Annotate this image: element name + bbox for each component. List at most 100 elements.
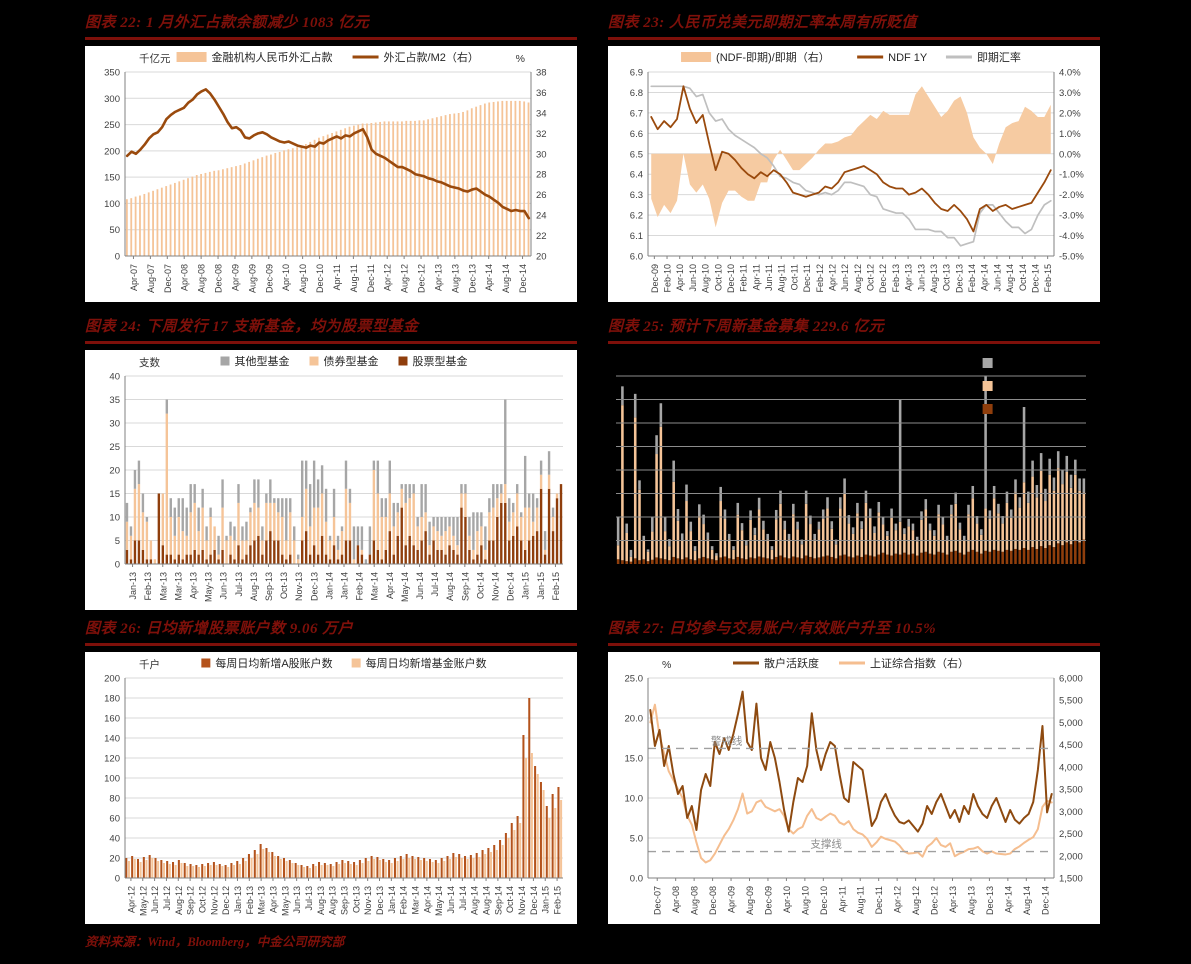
svg-text:Dec-13: Dec-13 <box>985 886 995 915</box>
svg-text:Jun-14: Jun-14 <box>446 886 456 914</box>
chart-23-figure: 6.0 6.1 6.2 6.3 6.4 6.5 6.6 6.7 6.8 6.9 -5.0% -4.0%… <box>608 46 1100 302</box>
svg-text:Jun-13: Jun-13 <box>219 572 229 600</box>
svg-text:Sep-14: Sep-14 <box>460 572 470 601</box>
svg-text:160: 160 <box>104 714 120 725</box>
chart-23-panel: 图表 23: 人民币兑美元即期汇率本周有所贬值 6.0 6.1 6.2 6.3 6.4 6… <box>608 14 1100 302</box>
chart-23-title: 图表 23: 人民币兑美元即期汇率本周有所贬值 <box>608 15 917 31</box>
svg-text:150: 150 <box>104 173 120 184</box>
svg-text:Oct-10: Oct-10 <box>713 264 723 291</box>
svg-text:May-13: May-13 <box>280 886 290 916</box>
svg-text:每周日均新增A股账户数: 每周日均新增A股账户数 <box>215 656 332 670</box>
svg-text:Dec-14: Dec-14 <box>506 572 516 601</box>
svg-text:120: 120 <box>104 754 120 765</box>
svg-text:Jan-15: Jan-15 <box>536 572 546 600</box>
svg-text:Jun-12: Jun-12 <box>840 264 850 292</box>
svg-text:25.0: 25.0 <box>625 674 644 685</box>
svg-text:Apr-10: Apr-10 <box>281 264 291 291</box>
svg-text:其他型基金: 其他型基金 <box>235 354 290 368</box>
svg-text:每周日均新增基金账户数: 每周日均新增基金账户数 <box>366 656 487 670</box>
svg-text:Dec-10: Dec-10 <box>819 886 829 915</box>
svg-text:Dec-10: Dec-10 <box>726 264 736 293</box>
svg-text:20.0: 20.0 <box>625 714 644 725</box>
svg-text:Aug-08: Aug-08 <box>690 886 700 915</box>
svg-text:May-14: May-14 <box>434 886 444 916</box>
svg-text:40: 40 <box>109 372 120 383</box>
svg-text:Dec-13: Dec-13 <box>954 264 964 293</box>
svg-text:Jun-11: Jun-11 <box>764 264 774 291</box>
svg-text:Dec-09: Dec-09 <box>763 886 773 915</box>
svg-text:股票型基金: 股票型基金 <box>413 354 468 368</box>
chart-26-panel: 图表 26: 日均新增股票账户数 9.06 万户 0 20 40 60 80 100 120… <box>85 620 577 924</box>
svg-text:Dec-07: Dec-07 <box>653 886 663 915</box>
svg-text:Mar-13: Mar-13 <box>158 572 168 601</box>
svg-text:Oct-13: Oct-13 <box>942 264 952 291</box>
chart-27-panel: 图表 27: 日均参与交易账户/有效账户升至 10.5% 警戒线 支撑线 0.0 5.… <box>608 620 1100 924</box>
svg-text:30: 30 <box>109 419 120 430</box>
svg-text:4.0%: 4.0% <box>1059 68 1081 79</box>
svg-text:36: 36 <box>536 88 547 99</box>
chart-27-title-rule <box>608 643 1100 646</box>
svg-text:5: 5 <box>115 536 120 547</box>
svg-text:0: 0 <box>115 560 120 571</box>
svg-text:Aug-14: Aug-14 <box>482 886 492 915</box>
svg-text:Oct-12: Oct-12 <box>866 264 876 291</box>
svg-text:Dec-14: Dec-14 <box>1040 886 1050 915</box>
svg-text:2,500: 2,500 <box>1059 829 1083 840</box>
svg-text:5,000: 5,000 <box>1059 718 1083 729</box>
svg-text:6.6: 6.6 <box>630 129 643 140</box>
svg-text:Dec-08: Dec-08 <box>708 886 718 915</box>
svg-text:Aug-10: Aug-10 <box>298 264 308 293</box>
svg-text:千亿元: 千亿元 <box>139 52 171 65</box>
svg-text:Dec-09: Dec-09 <box>650 264 660 293</box>
svg-text:Aug-13: Aug-13 <box>929 264 939 293</box>
svg-text:(NDF-即期)/即期（右）: (NDF-即期)/即期（右） <box>716 50 830 64</box>
svg-text:Sep-13: Sep-13 <box>264 572 274 601</box>
svg-text:Aug-14: Aug-14 <box>1005 264 1015 293</box>
svg-text:140: 140 <box>104 734 120 745</box>
svg-text:Aug-12: Aug-12 <box>853 264 863 293</box>
svg-text:200: 200 <box>104 674 120 685</box>
svg-text:35: 35 <box>109 395 120 406</box>
svg-text:Aug-13: Aug-13 <box>328 886 338 915</box>
svg-text:Dec-12: Dec-12 <box>417 264 427 293</box>
svg-text:NDF 1Y: NDF 1Y <box>888 52 928 64</box>
svg-text:Jul-14: Jul-14 <box>430 572 440 597</box>
svg-text:300: 300 <box>104 94 120 105</box>
svg-text:Apr-12: Apr-12 <box>827 264 837 291</box>
svg-text:250: 250 <box>104 120 120 131</box>
svg-text:Mar-13: Mar-13 <box>173 572 183 601</box>
svg-text:5.0: 5.0 <box>630 834 643 845</box>
svg-text:Feb-13: Feb-13 <box>143 572 153 601</box>
svg-text:Aug-11: Aug-11 <box>349 264 359 292</box>
svg-text:Aug-09: Aug-09 <box>745 886 755 915</box>
svg-text:Apr-14: Apr-14 <box>980 264 990 291</box>
svg-text:Dec-14: Dec-14 <box>518 264 528 293</box>
svg-text:Dec-08: Dec-08 <box>214 264 224 293</box>
svg-text:Aug-13: Aug-13 <box>450 264 460 293</box>
svg-text:0.0: 0.0 <box>630 874 643 885</box>
svg-text:20: 20 <box>109 466 120 477</box>
svg-text:10: 10 <box>109 513 120 524</box>
svg-text:Feb-10: Feb-10 <box>663 264 673 293</box>
svg-text:Nov-13: Nov-13 <box>294 572 304 601</box>
svg-text:Dec-14: Dec-14 <box>529 886 539 915</box>
svg-text:%: % <box>662 659 671 671</box>
svg-text:Oct-11: Oct-11 <box>789 264 799 290</box>
svg-text:Jan-13: Jan-13 <box>233 886 243 914</box>
chart-25-title-rule <box>608 341 1100 344</box>
svg-text:Aug-13: Aug-13 <box>316 886 326 915</box>
svg-text:Dec-09: Dec-09 <box>264 264 274 293</box>
svg-text:Apr-11: Apr-11 <box>751 264 761 290</box>
svg-text:Feb-11: Feb-11 <box>739 264 749 292</box>
svg-text:Apr-08: Apr-08 <box>671 886 681 913</box>
svg-text:32: 32 <box>536 129 547 140</box>
svg-text:25: 25 <box>109 442 120 453</box>
svg-text:6.4: 6.4 <box>630 170 643 181</box>
svg-text:千户: 千户 <box>139 658 160 671</box>
svg-text:30: 30 <box>536 149 547 160</box>
svg-text:Aug-12: Aug-12 <box>911 886 921 915</box>
svg-text:Sep-13: Sep-13 <box>340 886 350 915</box>
svg-text:Feb-13: Feb-13 <box>891 264 901 293</box>
svg-text:200: 200 <box>104 146 120 157</box>
